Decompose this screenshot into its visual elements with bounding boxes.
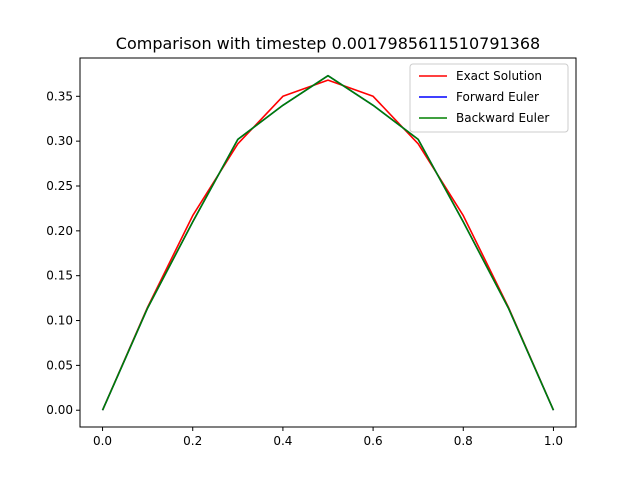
y-tick-label: 0.30 <box>46 134 73 148</box>
axes-frame <box>79 57 577 428</box>
y-tick-label: 0.00 <box>46 403 73 417</box>
legend-box <box>409 63 569 133</box>
y-tick-label: 0.10 <box>46 314 73 328</box>
y-tick-label: 0.15 <box>46 269 73 283</box>
legend-label: Exact Solution <box>456 69 542 83</box>
legend: Exact Solution Forward Euler Backward Eule… <box>409 63 569 133</box>
y-tick-label: 0.25 <box>46 179 73 193</box>
axes: 0.0 0.2 0.4 0.6 0.8 1.0 0.00 0.05 0.10 0.15 0.20 0.… <box>46 57 577 448</box>
y-tick-label: 0.20 <box>46 224 73 238</box>
series-line-0 <box>101 79 555 411</box>
x-tick-label: 0.2 <box>183 434 202 448</box>
y-tick-label: 0.35 <box>46 89 73 103</box>
x-tick-label: 0.0 <box>93 434 112 448</box>
x-tick-label: 0.8 <box>454 434 473 448</box>
x-tick-label: 0.6 <box>364 434 383 448</box>
plot-area <box>101 74 555 411</box>
legend-label: Forward Euler <box>456 90 539 104</box>
y-tick-label: 0.05 <box>46 358 73 372</box>
chart-title: Comparison with timestep 0.0017985611510… <box>116 34 540 53</box>
x-tick-label: 1.0 <box>544 434 563 448</box>
x-tick-label: 0.4 <box>273 434 292 448</box>
series-line-2 <box>101 74 555 411</box>
legend-label: Backward Euler <box>456 111 549 125</box>
